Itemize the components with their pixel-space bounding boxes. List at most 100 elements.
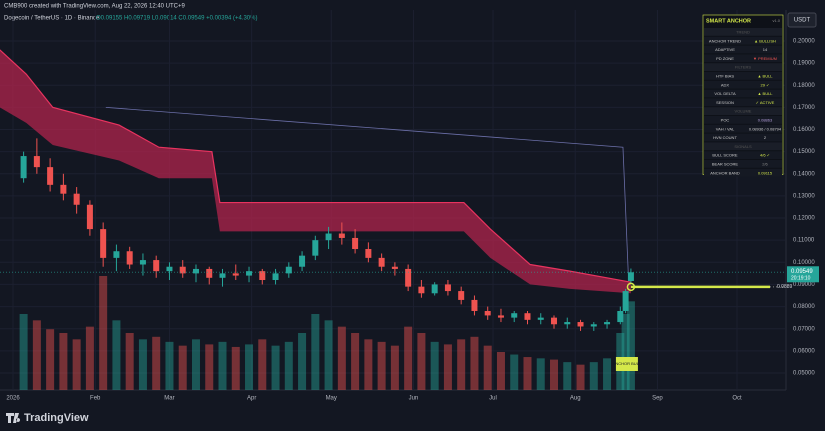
volume-bar	[298, 333, 307, 390]
panel-row	[704, 72, 782, 80]
volume-bar	[470, 336, 479, 390]
panel-row	[704, 54, 782, 63]
signal-label: ANCHOR BULL	[613, 361, 642, 366]
watermark: CMB900 created with TradingView.com, Aug…	[4, 4, 185, 10]
panel-row-value: ✓ ACTIVE	[756, 100, 775, 105]
ohlc-values: O0.09155 H0.09719 L0.09014 C0.09549 +0.0…	[96, 16, 257, 22]
volume-bar	[284, 341, 293, 390]
volume-bar	[337, 326, 346, 390]
x-tick-label: Jul	[489, 396, 497, 402]
volume-bar	[563, 362, 572, 390]
candle-body	[312, 240, 319, 256]
currency[interactable]: USDT	[794, 18, 811, 24]
volume-bar	[178, 345, 187, 390]
volume-bar	[351, 333, 360, 390]
candle-body	[378, 257, 385, 267]
volume-bar	[99, 276, 108, 390]
symbol-title: Dogecoin / TetherUS · 1D · Binance	[4, 16, 100, 22]
candle-body	[232, 273, 239, 276]
candle-body	[524, 313, 531, 320]
volume-bar	[404, 326, 413, 390]
panel-row-label: ANCHOR TREND	[709, 38, 741, 43]
level-label: 0.0889	[777, 284, 793, 290]
candle-body	[33, 156, 40, 168]
volume-bar	[603, 358, 612, 390]
anchor-marker	[626, 282, 636, 292]
x-tick-label: Mar	[164, 396, 174, 402]
candle-body	[604, 322, 611, 325]
volume-bar	[245, 344, 254, 390]
candle-body	[458, 291, 465, 300]
candle-body	[497, 315, 504, 318]
candle-body	[179, 266, 186, 274]
panel-row-label: VOL DELTA	[714, 91, 736, 96]
volume-bar	[576, 364, 585, 390]
y-tick-label: 0.14000	[793, 171, 815, 177]
candle-body	[444, 284, 451, 292]
volume-bar	[311, 314, 320, 390]
volume-bar	[390, 345, 399, 390]
candle-body	[431, 284, 438, 294]
volume-bar	[271, 345, 280, 390]
candle-body	[622, 291, 629, 311]
candle-body	[551, 317, 558, 325]
volume-bar	[85, 326, 94, 390]
candle-body	[352, 237, 359, 250]
y-tick-label: 0.12000	[793, 216, 815, 222]
panel-section-label: SIGNALS	[734, 144, 752, 149]
panel-row-value: 0.08936 / 0.08794	[749, 126, 782, 131]
volume-bar	[364, 339, 373, 390]
candle-body	[511, 313, 518, 318]
volume-bar	[112, 320, 121, 390]
candle-body	[219, 273, 226, 278]
panel-row-value: ▲ BULLISH	[754, 38, 776, 43]
volume-bar	[443, 344, 452, 390]
candle-body	[139, 260, 146, 265]
currency-box[interactable]	[787, 12, 817, 28]
panel-section	[704, 142, 782, 151]
y-tick-label: 0.07000	[793, 326, 815, 332]
volume-bar	[72, 339, 81, 390]
panel-section	[704, 107, 782, 115]
panel-row	[704, 89, 782, 98]
last-price: 0.09549	[791, 269, 813, 275]
candle-body	[537, 317, 544, 320]
panel-row-label: ADAPTIVE	[715, 47, 735, 52]
volume-bar	[258, 339, 267, 390]
y-tick-label: 0.10000	[793, 260, 815, 266]
x-tick-label: Oct	[732, 396, 742, 402]
panel-row-label: HVN COUNT	[713, 135, 737, 140]
y-tick-label: 0.08000	[793, 304, 815, 310]
candle-body	[564, 322, 571, 325]
signal-box	[615, 357, 638, 371]
panel-row-value: 14	[763, 47, 768, 52]
y-tick-label: 0.17000	[793, 105, 815, 111]
volume-bar	[19, 314, 28, 390]
panel-row	[704, 36, 782, 45]
candle-body	[20, 156, 27, 179]
candle-body	[192, 268, 199, 274]
panel-row-label: HTF BIAS	[716, 73, 734, 78]
y-tick-label: 0.19000	[793, 61, 815, 67]
volume-bar	[457, 339, 466, 390]
panel-section-label: FILTERS	[735, 65, 751, 70]
panel-row-value: 2	[764, 135, 767, 140]
panel-row-value: 0.08863	[758, 117, 773, 122]
panel-row-label: ANCHOR BAND	[710, 170, 740, 175]
panel-row-value: 4/6 ✓	[760, 153, 770, 158]
x-tick-label: Feb	[90, 396, 101, 402]
volume-bar	[165, 341, 174, 390]
volume-bar	[46, 329, 55, 390]
last-price-box	[787, 266, 819, 283]
volume-bar	[324, 320, 333, 390]
candle-body	[272, 273, 279, 281]
x-tick-label: Jun	[409, 396, 419, 402]
anchor-band	[0, 50, 631, 294]
x-tick-label: 2026	[6, 396, 20, 402]
volume-bar	[377, 341, 386, 390]
x-tick-label: Apr	[247, 396, 256, 402]
volume-bar	[32, 320, 41, 390]
panel-row-label: BULL SCORE	[712, 153, 738, 158]
anchor-band-upper	[0, 49, 632, 283]
y-tick-label: 0.09000	[793, 282, 815, 288]
